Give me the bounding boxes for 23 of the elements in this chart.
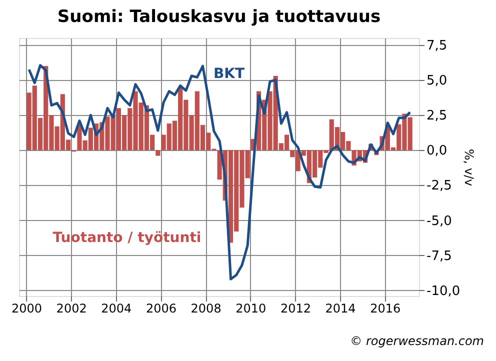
y-axis-title: %, v/v (462, 148, 476, 186)
x-tick-label: 2006 (146, 302, 176, 316)
bar (156, 150, 160, 156)
x-tick-label: 2004 (101, 302, 132, 316)
line-series (28, 64, 412, 280)
x-tick-label: 2002 (56, 302, 87, 316)
y-tick-label: -5,0 (426, 214, 452, 229)
x-tick-label: 2012 (280, 302, 311, 316)
x-tick-label: 2010 (236, 302, 266, 316)
x-tick-label: 2008 (190, 302, 222, 316)
y-tick-label: 0,0 (426, 144, 448, 159)
chart-title: Suomi: Talouskasvu ja tuottavuus (57, 7, 381, 27)
y-tick-label: 7,5 (426, 38, 448, 54)
x-tick-label: 2014 (325, 302, 356, 316)
x-tick-label: 2000 (11, 302, 42, 316)
y-tick-label: -7,5 (426, 248, 452, 264)
y-tick-label: 5,0 (426, 74, 448, 89)
text: © rogerwessman.com (350, 334, 484, 348)
x-tick-label: 2016 (370, 302, 401, 316)
series-label: BKT (213, 66, 245, 82)
y-tick-label: 2,5 (426, 108, 448, 124)
y-tick-label: -2,5 (426, 178, 452, 194)
y-tick-label: -10,0 (426, 284, 460, 299)
